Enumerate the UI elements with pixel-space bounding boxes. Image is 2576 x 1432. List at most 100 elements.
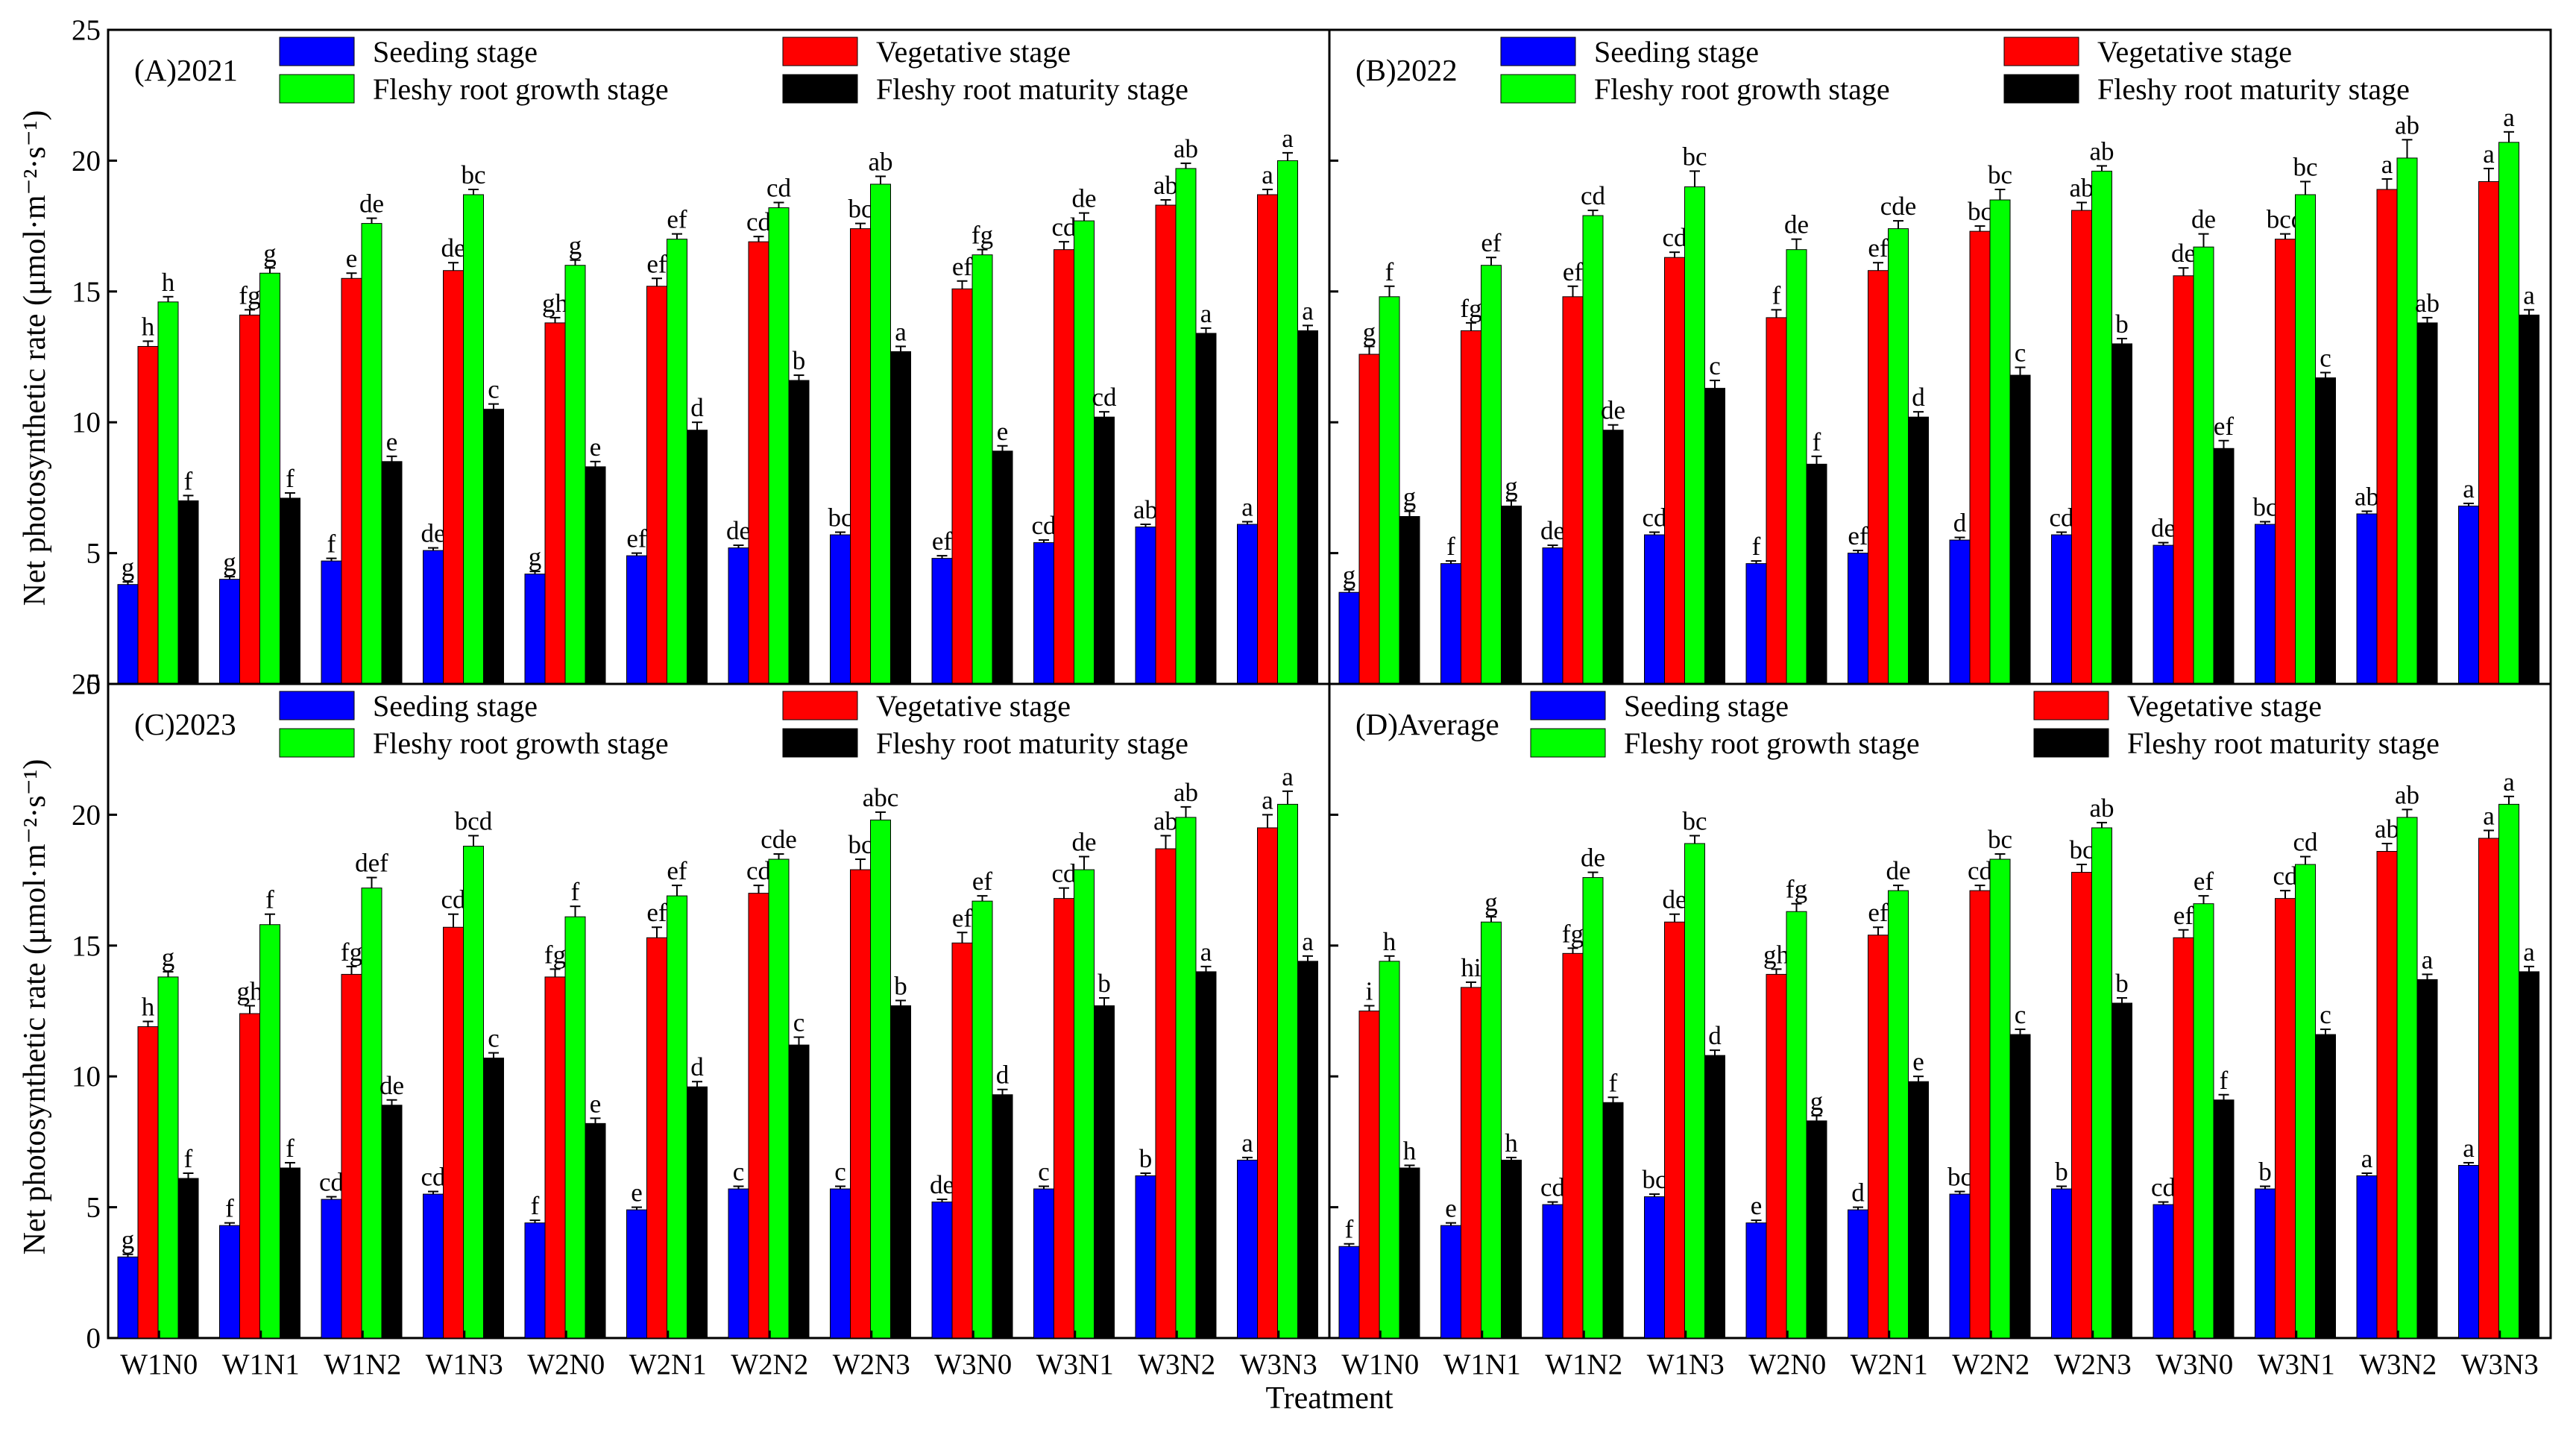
bar-group-W1N0: g g f g [1338, 257, 1420, 685]
significance-label: h [1403, 1136, 1417, 1165]
bar [1074, 869, 1095, 1339]
bar [483, 1058, 504, 1339]
legend-swatch [279, 37, 355, 66]
bar [423, 1193, 444, 1339]
bar [443, 270, 464, 685]
significance-label: cd [746, 856, 772, 885]
significance-label: f [571, 877, 580, 906]
bar [1297, 330, 1318, 685]
bar [646, 286, 667, 685]
significance-label: de [1784, 210, 1809, 239]
significance-label: fg [971, 221, 993, 250]
bar [544, 322, 566, 685]
bar [1969, 230, 1991, 685]
significance-label: cd [2293, 828, 2318, 857]
panel-title: (A)2021 [134, 53, 238, 87]
significance-label: ef [952, 252, 973, 281]
significance-label: g [162, 943, 175, 972]
y-tick-label: 15 [72, 930, 101, 962]
x-tick-label: W1N2 [324, 1348, 401, 1381]
significance-label: g [263, 239, 277, 268]
significance-label: g [122, 1225, 135, 1254]
significance-label: f [1385, 257, 1394, 286]
bar-group-W1N1: e hi g h [1440, 888, 1522, 1339]
significance-label: bc [1682, 142, 1707, 171]
bar [1602, 430, 1624, 685]
legend-entry: Fleshy root maturity stage [876, 72, 1188, 106]
significance-label: a [1262, 160, 1273, 189]
bar [157, 976, 179, 1339]
bar [137, 1026, 159, 1339]
bar [1379, 961, 1400, 1339]
legend-swatch [1530, 728, 1606, 758]
significance-label: ef [2173, 901, 2194, 930]
significance-label: f [1609, 1068, 1618, 1097]
significance-label: c [2015, 1000, 2027, 1029]
bar [728, 1188, 749, 1339]
significance-label: e [631, 1178, 643, 1208]
x-tick-label: W3N2 [2359, 1348, 2437, 1381]
bar [1766, 973, 1787, 1339]
bar [1358, 354, 1380, 685]
bar [1766, 317, 1787, 685]
bar [931, 558, 953, 685]
x-tick-label: W2N3 [833, 1348, 910, 1381]
significance-label: cd [441, 885, 466, 914]
bar [1786, 911, 1807, 1339]
bar [1074, 220, 1095, 685]
bar [2255, 1188, 2276, 1339]
bar [1868, 270, 1889, 685]
bar [1644, 534, 1665, 685]
bar [2416, 979, 2438, 1339]
significance-label: ef [2194, 867, 2214, 896]
x-tick-label: W2N0 [1748, 1348, 1826, 1381]
bar [1094, 1005, 1115, 1339]
bar [2275, 239, 2296, 685]
legend-entry: Fleshy root growth stage [1594, 72, 1890, 106]
significance-label: ab [2089, 794, 2114, 823]
bar [1542, 547, 1563, 685]
bar [544, 976, 566, 1339]
significance-label: ef [1848, 521, 1868, 550]
legend-swatch [2003, 37, 2079, 66]
significance-label: fg [341, 938, 362, 967]
legend-entry: Seeding stage [1624, 689, 1789, 723]
significance-label: e [346, 244, 358, 273]
significance-label: h [162, 268, 175, 297]
bar [2193, 246, 2214, 685]
bar [1195, 333, 1217, 685]
bar [1664, 921, 1685, 1339]
significance-label: a [2503, 767, 2515, 797]
bar [2051, 1188, 2072, 1339]
significance-label: a [2381, 150, 2393, 179]
significance-label: a [1282, 762, 1294, 791]
bar [1237, 524, 1258, 685]
bar [890, 351, 911, 685]
bar [361, 888, 382, 1339]
bar [239, 314, 260, 685]
x-tick-label: W2N1 [629, 1348, 707, 1381]
y-tick-label: 0 [86, 668, 101, 700]
significance-label: fg [1460, 294, 1481, 323]
bar [341, 973, 362, 1339]
bar [1399, 515, 1420, 685]
bar [1582, 215, 1604, 685]
bar [2498, 803, 2519, 1339]
bar-group-W1N3: cd cd bc c [1642, 142, 1725, 685]
bar [1949, 539, 1971, 685]
bar [1135, 1175, 1156, 1339]
bar [219, 1225, 240, 1339]
significance-label: ab [2089, 136, 2114, 166]
bar [931, 1202, 953, 1339]
bar [1542, 1204, 1563, 1339]
significance-label: e [386, 427, 398, 456]
significance-label: de [359, 189, 384, 219]
significance-label: cd [746, 207, 772, 236]
bar [1868, 935, 1889, 1339]
